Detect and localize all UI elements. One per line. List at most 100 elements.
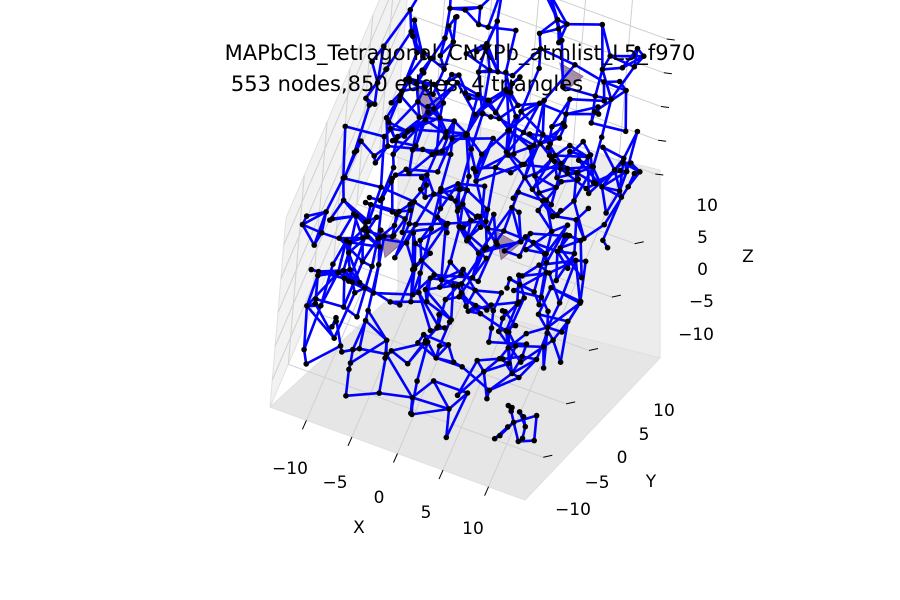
x-tick-label: 5 bbox=[421, 503, 432, 523]
node bbox=[495, 328, 502, 335]
node bbox=[347, 266, 353, 273]
edge bbox=[449, 284, 455, 322]
node bbox=[362, 199, 369, 206]
edge bbox=[456, 81, 480, 96]
node bbox=[346, 366, 352, 373]
node bbox=[376, 244, 383, 250]
node bbox=[484, 206, 491, 213]
node bbox=[474, 213, 481, 219]
node bbox=[541, 97, 547, 104]
node bbox=[304, 303, 310, 309]
edge bbox=[347, 214, 359, 254]
grid-line bbox=[356, 15, 374, 205]
node bbox=[567, 148, 573, 155]
node bbox=[392, 137, 399, 144]
node bbox=[404, 128, 411, 134]
edge bbox=[600, 98, 613, 139]
edge bbox=[538, 125, 567, 145]
y-tick-labels: −10 −5 0 5 10 bbox=[555, 401, 675, 520]
edge bbox=[553, 154, 590, 159]
node bbox=[509, 80, 516, 87]
node bbox=[416, 289, 422, 296]
node bbox=[531, 142, 537, 149]
edge bbox=[465, 133, 478, 173]
node bbox=[516, 374, 522, 381]
edge bbox=[479, 312, 508, 333]
edge bbox=[553, 144, 572, 157]
edge bbox=[444, 407, 451, 439]
node bbox=[577, 300, 583, 306]
edge bbox=[353, 103, 371, 154]
y-tick-label: 10 bbox=[653, 401, 675, 421]
node bbox=[301, 346, 307, 353]
node bbox=[588, 120, 595, 126]
edge bbox=[301, 223, 324, 235]
edge bbox=[490, 309, 495, 330]
edge bbox=[376, 44, 386, 84]
edge bbox=[302, 304, 323, 351]
node bbox=[412, 221, 419, 228]
node bbox=[460, 266, 466, 273]
node bbox=[362, 224, 369, 231]
node bbox=[415, 98, 421, 105]
edge bbox=[491, 291, 503, 313]
node bbox=[452, 198, 459, 204]
z-tick-labels: −10 −5 0 5 10 bbox=[678, 196, 718, 345]
edge bbox=[561, 85, 597, 98]
node bbox=[540, 131, 546, 138]
edge bbox=[344, 368, 351, 398]
node bbox=[522, 423, 529, 430]
node bbox=[545, 308, 551, 315]
node bbox=[420, 49, 427, 56]
edge bbox=[621, 47, 639, 70]
edge bbox=[343, 125, 386, 138]
node bbox=[540, 344, 547, 350]
node bbox=[475, 278, 482, 285]
node bbox=[399, 88, 405, 94]
node bbox=[370, 290, 377, 296]
edge bbox=[301, 210, 328, 226]
chart-subtitle: 553 nodes,850 edges, 4 triangles bbox=[231, 72, 583, 96]
node bbox=[407, 7, 414, 13]
node bbox=[436, 343, 443, 349]
x-tick-labels: −10 −5 0 5 10 bbox=[272, 459, 484, 539]
node bbox=[433, 149, 440, 156]
node bbox=[393, 211, 400, 218]
grid-line bbox=[277, 13, 407, 313]
node bbox=[414, 49, 420, 56]
node bbox=[478, 151, 485, 158]
node bbox=[425, 103, 431, 110]
node bbox=[582, 258, 589, 265]
node bbox=[475, 91, 481, 98]
edge bbox=[486, 25, 518, 32]
node bbox=[634, 45, 641, 52]
node bbox=[553, 184, 559, 191]
edge bbox=[601, 146, 626, 160]
node bbox=[447, 5, 453, 12]
node bbox=[575, 176, 581, 182]
node bbox=[549, 228, 555, 235]
node bbox=[392, 254, 398, 261]
edge bbox=[466, 303, 493, 313]
node bbox=[443, 222, 449, 228]
node bbox=[577, 237, 584, 244]
edge bbox=[474, 163, 524, 183]
node bbox=[515, 189, 522, 195]
edge bbox=[487, 372, 514, 392]
node bbox=[353, 147, 360, 154]
node bbox=[520, 129, 527, 136]
edge bbox=[504, 29, 518, 74]
node bbox=[518, 239, 524, 245]
node bbox=[628, 160, 634, 166]
edge bbox=[505, 110, 523, 154]
edge bbox=[370, 44, 386, 64]
node bbox=[494, 18, 501, 25]
node bbox=[392, 172, 399, 178]
network-graph bbox=[299, 0, 647, 445]
edge bbox=[510, 358, 538, 375]
edge bbox=[593, 68, 604, 98]
node bbox=[578, 274, 585, 281]
node bbox=[558, 207, 564, 214]
edge bbox=[317, 270, 346, 280]
edge bbox=[554, 250, 559, 282]
